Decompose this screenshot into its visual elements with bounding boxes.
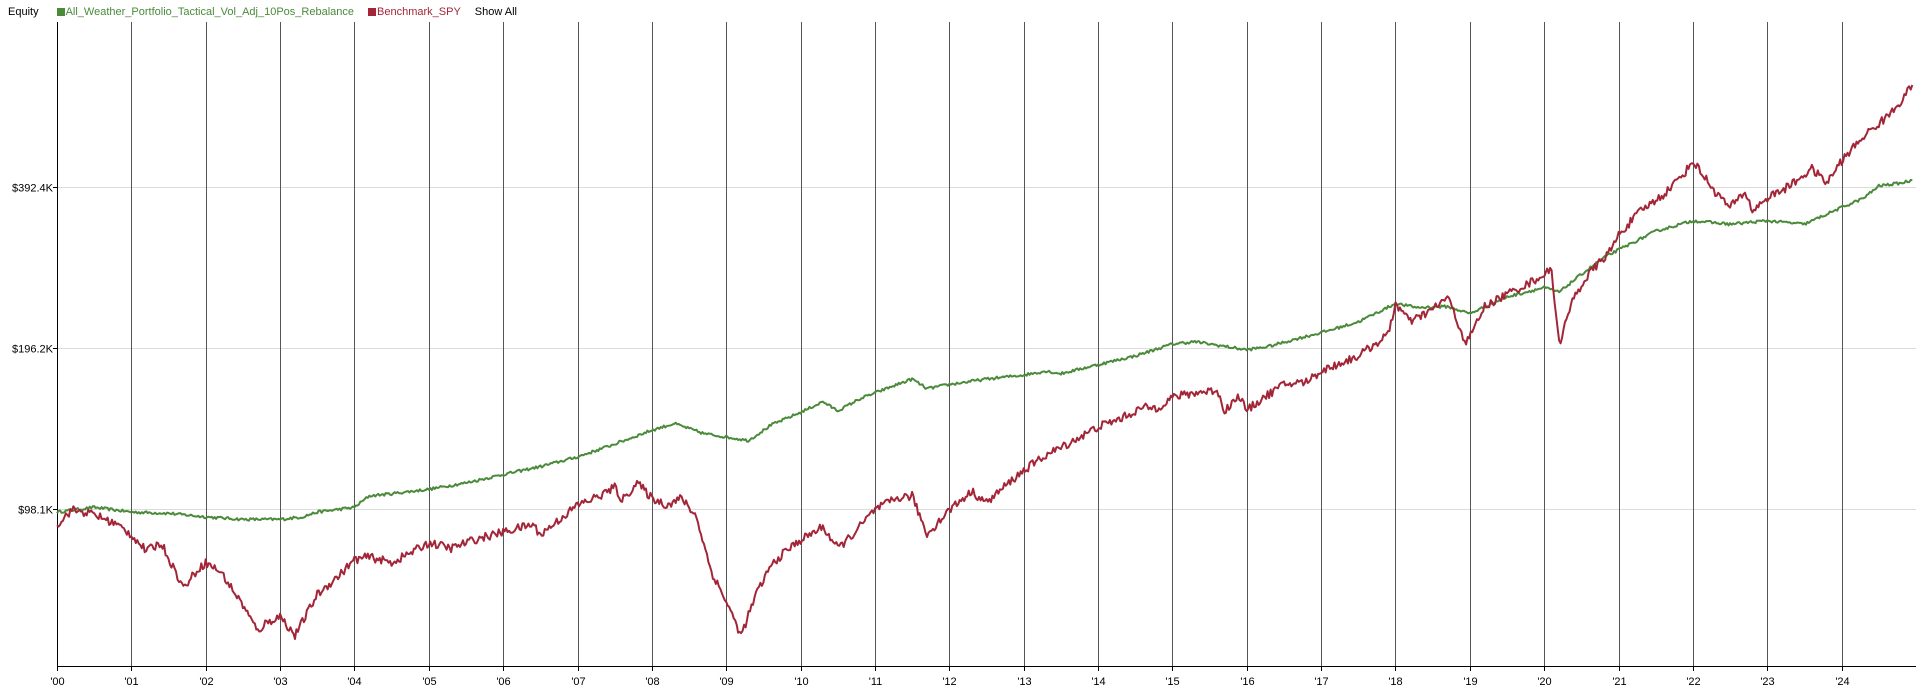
x-tick-label: '18 bbox=[1388, 676, 1402, 688]
x-tick-label: '24 bbox=[1835, 676, 1849, 688]
x-tick-label: '17 bbox=[1314, 676, 1328, 688]
legend-label-benchmark: Benchmark_SPY bbox=[377, 6, 461, 18]
x-tick-label: '20 bbox=[1537, 676, 1551, 688]
legend-entry-benchmark[interactable]: Benchmark_SPY bbox=[368, 6, 461, 18]
x-tick-label: '09 bbox=[719, 676, 733, 688]
x-tick-label: '05 bbox=[422, 676, 436, 688]
y-tick-label: $196.2K bbox=[12, 344, 54, 356]
x-tick-label: '01 bbox=[124, 676, 138, 688]
x-tick-label: '02 bbox=[199, 676, 213, 688]
x-tick-label: '21 bbox=[1612, 676, 1626, 688]
y-tick-label: $98.1K bbox=[18, 505, 54, 517]
x-tick-label: '13 bbox=[1017, 676, 1031, 688]
x-tick-label: '22 bbox=[1686, 676, 1700, 688]
x-tick-label: '15 bbox=[1165, 676, 1179, 688]
series-line-benchmark bbox=[56, 84, 1914, 640]
series-line-portfolio bbox=[56, 179, 1913, 522]
x-tick-label: '00 bbox=[50, 676, 64, 688]
legend-title: Equity bbox=[8, 6, 39, 18]
x-tick-label: '07 bbox=[571, 676, 585, 688]
legend-label-portfolio: All_Weather_Portfolio_Tactical_Vol_Adj_1… bbox=[65, 6, 355, 18]
x-tick-label: '12 bbox=[942, 676, 956, 688]
legend-swatch-portfolio bbox=[56, 8, 65, 16]
x-tick-label: '23 bbox=[1760, 676, 1774, 688]
x-tick-label: '03 bbox=[273, 676, 287, 688]
x-tick-label: '08 bbox=[645, 676, 659, 688]
x-tick-label: '10 bbox=[794, 676, 808, 688]
chart-legend: Equity All_Weather_Portfolio_Tactical_Vo… bbox=[8, 4, 517, 20]
x-tick-label: '04 bbox=[347, 676, 361, 688]
x-tick-label: '11 bbox=[869, 676, 883, 688]
x-tick-label: '06 bbox=[496, 676, 510, 688]
legend-entry-portfolio[interactable]: All_Weather_Portfolio_Tactical_Vol_Adj_1… bbox=[56, 6, 355, 18]
x-tick-label: '19 bbox=[1463, 676, 1477, 688]
y-tick-label: $392.4K bbox=[12, 183, 54, 195]
x-tick-label: '14 bbox=[1091, 676, 1105, 688]
show-all-button[interactable]: Show All bbox=[474, 6, 517, 18]
x-tick-label: '16 bbox=[1240, 676, 1254, 688]
legend-swatch-benchmark bbox=[368, 8, 377, 16]
